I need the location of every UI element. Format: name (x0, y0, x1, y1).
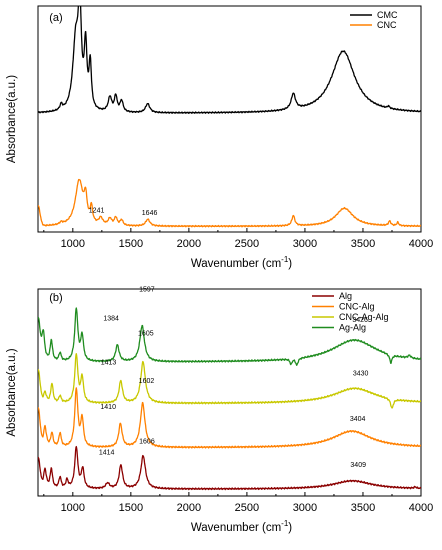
chart-panel-b: 1000 1500 2000 2500 3000 3500 4000 Wavenumber (… (6, 287, 433, 534)
legend-label: CNC-Ag-Alg (339, 312, 389, 322)
plot-frame (37, 288, 422, 497)
legend-label: Alg (339, 291, 352, 301)
y-axis-title: Absorbance(a.u.) (6, 348, 18, 436)
peak-label-3409: 3409 (350, 462, 366, 469)
series-line-cnc-alg (38, 387, 421, 449)
peak-label-3426: 3426 (352, 317, 368, 324)
peak-label-3430: 3430 (353, 370, 369, 377)
series-line-cmc (38, 6, 421, 114)
x-tick-label: 3500 (351, 502, 375, 514)
x-axis-title: Wavenumber (cm-1) (191, 255, 292, 270)
panel-label: (b) (49, 292, 62, 304)
x-tick-label: 3000 (293, 502, 317, 514)
x-tick-label: 3000 (293, 238, 317, 250)
legend-label: Ag-Alg (339, 323, 366, 333)
peak-label-1413: 1413 (101, 359, 117, 366)
x-tick-label: 1000 (61, 502, 85, 514)
x-tick-label: 3500 (351, 238, 375, 250)
peak-label-1646: 1646 (142, 210, 158, 217)
series-line-ag-alg (38, 307, 421, 366)
peak-label-1606: 1606 (139, 439, 155, 446)
peak-label-1384: 1384 (103, 316, 119, 323)
y-axis-title: Absorbance(a.u.) (6, 75, 18, 163)
peak-label-1410: 1410 (100, 404, 116, 411)
x-tick-label: 1500 (119, 502, 143, 514)
legend-label: CNC (377, 20, 397, 30)
peak-label-1241: 1241 (89, 207, 105, 214)
legend-label: CNC-Alg (339, 302, 375, 312)
x-axis-title: Wavenumber (cm-1) (191, 519, 292, 534)
x-tick-label: 2500 (235, 502, 259, 514)
x-tick-label: 4000 (409, 502, 433, 514)
series-line-cnc-ag-alg (38, 353, 421, 409)
peak-label-3404: 3404 (350, 416, 366, 423)
peak-label-1414: 1414 (99, 450, 115, 457)
x-tick-label: 1500 (119, 238, 143, 250)
series-line-alg (38, 445, 421, 491)
panel-label: (a) (49, 12, 62, 24)
x-tick-label: 2500 (235, 238, 259, 250)
peak-label-1602: 1602 (139, 378, 155, 385)
chart-panel-a: 1000 1500 2000 2500 3000 3500 4000 Wavenumber (… (6, 5, 433, 270)
x-tick-label: 2000 (177, 238, 201, 250)
x-tick-label: 2000 (177, 502, 201, 514)
plot-frame (37, 5, 422, 233)
legend-label: CMC (377, 10, 398, 20)
x-tick-label: 1000 (61, 238, 85, 250)
x-tick-label: 4000 (409, 238, 433, 250)
peak-label-1597: 1597 (139, 287, 155, 294)
peak-label-1605: 1605 (138, 331, 154, 338)
series-line-cnc (38, 178, 421, 228)
